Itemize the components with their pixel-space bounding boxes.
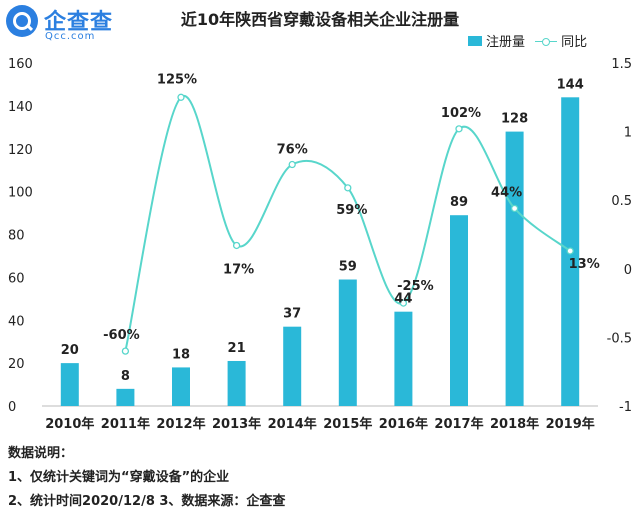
x-tick-label: 2014年 xyxy=(268,416,317,432)
bar-value-label: 144 xyxy=(557,77,584,92)
yoy-value-label: -25% xyxy=(397,279,434,294)
y2-tick-label: 1.5 xyxy=(611,57,632,72)
legend: 注册量 同比 xyxy=(468,31,593,50)
yoy-point xyxy=(455,125,463,133)
notes-heading: 数据说明： xyxy=(8,446,74,461)
yoy-point xyxy=(288,160,296,169)
yoy-point xyxy=(399,299,408,307)
y-tick-label: 100 xyxy=(8,186,33,201)
bar-value-label: 59 xyxy=(339,260,357,275)
data-notes: 数据说明： 1、仅统计关键词为“穿戴设备”的企业 2、统计时间2020/12/8… xyxy=(8,442,285,514)
bar xyxy=(505,131,524,406)
x-tick-label: 2013年 xyxy=(212,416,261,432)
legend-bar-swatch xyxy=(468,35,482,46)
legend-item-line: 同比 xyxy=(535,31,587,50)
yoy-value-label: -60% xyxy=(103,328,140,343)
chart-title: 近10年陕西省穿戴设备相关企业注册量 xyxy=(180,10,460,29)
bar xyxy=(450,215,468,406)
y2-tick-label: -0.5 xyxy=(607,331,632,346)
yoy-value-label: 102% xyxy=(441,106,481,121)
yoy-value-label: 125% xyxy=(157,72,197,87)
y2-tick-label: 0.5 xyxy=(611,194,632,209)
yoy-point xyxy=(344,184,352,192)
y2-tick-label: 0 xyxy=(624,263,632,278)
x-tick-label: 2010年 xyxy=(45,416,94,432)
bar xyxy=(338,279,357,406)
bar xyxy=(60,363,79,406)
yoy-value-label: 59% xyxy=(336,203,367,218)
legend-line-swatch xyxy=(535,36,558,46)
x-tick-label: 2011年 xyxy=(101,416,150,432)
notes-line-2: 2、统计时间2020/12/8 3、数据来源：企查查 xyxy=(8,494,286,509)
logo: 企查查 Qcc.com xyxy=(6,4,156,44)
yoy-point xyxy=(566,247,574,255)
bar-value-label: 44 xyxy=(394,292,412,307)
x-tick-label: 2018年 xyxy=(490,416,539,432)
x-tick-label: 2016年 xyxy=(379,416,428,432)
yoy-point xyxy=(177,93,185,101)
y-tick-label: 20 xyxy=(8,357,25,372)
y-tick-label: 80 xyxy=(8,229,25,244)
x-tick-label: 2012年 xyxy=(156,416,205,432)
bar xyxy=(394,311,413,406)
logo-name: 企查查 xyxy=(44,10,114,35)
x-tick-label: 2019年 xyxy=(546,416,595,432)
yoy-point xyxy=(510,204,519,213)
logo-domain: Qcc.com xyxy=(45,31,96,42)
bar-value-label: 128 xyxy=(501,112,528,127)
x-tick-label: 2015年 xyxy=(323,416,372,432)
legend-bar-label: 注册量 xyxy=(486,35,526,50)
bar xyxy=(283,326,302,406)
bar xyxy=(227,360,246,406)
bar xyxy=(116,388,135,406)
yoy-value-label: 17% xyxy=(223,262,254,277)
bar-value-label: 37 xyxy=(283,307,301,322)
yoy-point xyxy=(121,347,130,355)
y-tick-label: 40 xyxy=(8,314,25,329)
y2-tick-label: -1 xyxy=(619,400,632,415)
bar-value-label: 21 xyxy=(228,341,246,356)
magnifier-logo-icon xyxy=(6,5,38,37)
y2-tick-label: 1 xyxy=(624,126,632,141)
bar-value-label: 20 xyxy=(61,343,79,358)
y-tick-label: 0 xyxy=(8,400,16,415)
y-tick-label: 60 xyxy=(8,271,25,286)
bar-value-label: 8 xyxy=(121,369,130,384)
notes-line-1: 1、仅统计关键词为“穿戴设备”的企业 xyxy=(8,470,230,485)
y-tick-label: 120 xyxy=(8,143,33,158)
legend-line-label: 同比 xyxy=(561,35,588,50)
yoy-point xyxy=(232,241,241,250)
bar-value-label: 18 xyxy=(172,347,190,362)
x-tick-label: 2017年 xyxy=(434,416,483,432)
legend-item-bar: 注册量 xyxy=(468,31,525,50)
bar xyxy=(172,367,190,406)
y-tick-label: 160 xyxy=(8,57,33,72)
yoy-value-label: 44% xyxy=(491,185,522,200)
bar-value-label: 89 xyxy=(450,195,468,210)
yoy-value-label: 13% xyxy=(569,257,600,272)
yoy-value-label: 76% xyxy=(277,143,308,158)
y-tick-label: 140 xyxy=(8,100,33,115)
